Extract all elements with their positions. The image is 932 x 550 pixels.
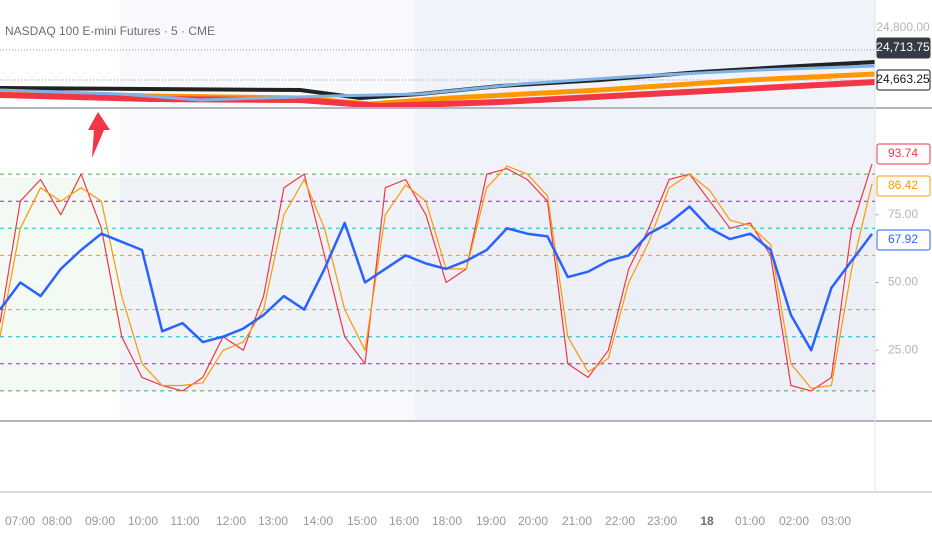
series-line	[0, 165, 873, 389]
series-line	[0, 163, 873, 392]
price-tag-label: 24,663.25	[876, 72, 930, 86]
zone-band	[120, 177, 875, 391]
x-tick-label: 03:00	[821, 514, 851, 528]
series-line	[0, 205, 873, 352]
price-tag-label: 93.74	[888, 146, 918, 160]
x-tick-label: 11:00	[170, 514, 199, 528]
x-tick-label: 16:00	[389, 514, 419, 528]
x-tick-label: 07:00	[5, 514, 35, 528]
y-tick-label: 25.00	[888, 342, 918, 356]
arrow	[88, 112, 110, 158]
price-tag	[876, 229, 931, 251]
x-tick-label: 02:00	[779, 514, 809, 528]
y-tick-label: 50.00	[888, 275, 918, 289]
price-tag	[876, 37, 931, 59]
price-tag-label: 86.42	[888, 178, 918, 192]
x-tick-label: 12:00	[216, 514, 246, 528]
x-tick-label: 20:00	[518, 514, 548, 528]
x-tick-label: 08:00	[42, 514, 72, 528]
x-tick-label: 01:00	[735, 514, 765, 528]
ma-band	[0, 64, 876, 102]
price-tag-label: 67.92	[888, 232, 918, 246]
y-tick-label: 75.00	[888, 207, 918, 221]
x-tick-label: 09:00	[85, 514, 115, 528]
chart-title: NASDAQ 100 E-mini Futures · 5 · CME	[5, 24, 215, 38]
x-tick-label: 21:00	[562, 514, 592, 528]
price-tag	[876, 175, 931, 197]
x-tick-label: 18	[700, 514, 714, 528]
x-tick-label: 14:00	[303, 514, 333, 528]
x-tick-label: 23:00	[647, 514, 677, 528]
x-tick-label: 13:00	[258, 514, 288, 528]
price-tag	[876, 69, 931, 91]
x-tick-label: 22:00	[605, 514, 635, 528]
price-tag	[876, 143, 931, 165]
price-tag-label: 24,713.75	[876, 40, 930, 54]
x-tick-label: 10:00	[128, 514, 158, 528]
x-tick-label: 18:00	[432, 514, 462, 528]
x-tick-label: 15:00	[347, 514, 377, 528]
ma-band	[0, 79, 876, 110]
x-tick-label: 19:00	[476, 514, 506, 528]
price-scale-label: 24,800.00	[876, 20, 930, 34]
